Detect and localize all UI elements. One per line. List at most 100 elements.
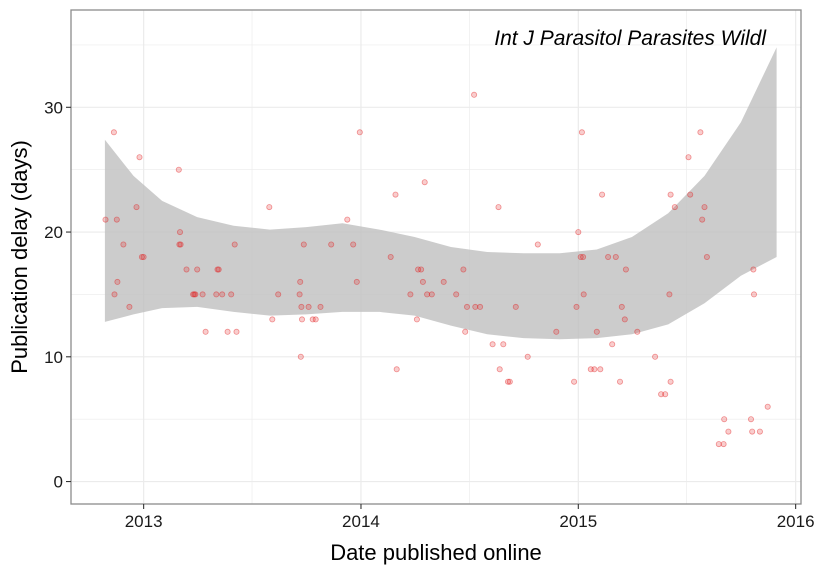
data-point	[317, 303, 324, 310]
data-point	[472, 303, 479, 310]
data-point	[578, 129, 585, 136]
data-point	[617, 378, 624, 385]
data-point	[512, 303, 519, 310]
data-point	[703, 253, 710, 260]
y-tick-label: 20	[44, 223, 63, 242]
data-point	[587, 366, 594, 373]
data-point	[213, 291, 220, 298]
y-tick-label: 10	[44, 348, 63, 367]
data-point	[224, 328, 231, 335]
data-point	[599, 191, 606, 198]
data-point	[428, 291, 435, 298]
data-point	[440, 278, 447, 285]
data-point	[500, 341, 507, 348]
data-point	[725, 428, 732, 435]
data-point	[424, 291, 431, 298]
data-point	[421, 179, 428, 186]
data-point	[266, 204, 273, 211]
axes: 0 10 20 30 2013 2014 2015 2016	[44, 98, 814, 531]
data-point	[111, 291, 118, 298]
data-point	[233, 328, 240, 335]
data-point	[618, 303, 625, 310]
data-point	[413, 316, 420, 323]
data-point	[524, 353, 531, 360]
data-point	[312, 316, 319, 323]
data-point	[460, 266, 467, 273]
data-point	[652, 353, 659, 360]
data-point	[191, 291, 198, 298]
data-point	[110, 129, 117, 136]
data-point	[228, 291, 235, 298]
data-point	[190, 291, 197, 298]
data-point	[298, 316, 305, 323]
data-point	[622, 266, 629, 273]
data-point	[353, 278, 360, 285]
x-tick-label: 2016	[777, 512, 815, 531]
data-point	[471, 91, 478, 98]
data-point	[756, 428, 763, 435]
data-point	[231, 241, 238, 248]
data-point	[296, 291, 303, 298]
data-points	[102, 91, 771, 448]
data-point	[593, 328, 600, 335]
data-point	[577, 253, 584, 260]
data-point	[605, 253, 612, 260]
data-point	[114, 278, 121, 285]
data-point	[407, 291, 414, 298]
data-point	[495, 204, 502, 211]
data-point	[477, 303, 484, 310]
data-point	[751, 291, 758, 298]
data-point	[580, 291, 587, 298]
data-point	[176, 241, 183, 248]
data-point	[671, 204, 678, 211]
y-tick-label: 30	[44, 98, 63, 117]
data-point	[667, 378, 674, 385]
smooth-confidence-band	[104, 47, 777, 340]
data-point	[214, 266, 221, 273]
data-point	[393, 366, 400, 373]
data-point	[275, 291, 282, 298]
data-point	[297, 353, 304, 360]
data-point	[575, 229, 582, 236]
chart-annotation: Int J Parasitol Parasites Wildl	[494, 27, 767, 50]
data-point	[571, 378, 578, 385]
data-point	[634, 328, 641, 335]
data-point	[297, 278, 304, 285]
data-point	[504, 378, 511, 385]
data-point	[126, 303, 133, 310]
data-point	[666, 291, 673, 298]
data-point	[591, 366, 598, 373]
data-point	[136, 154, 143, 161]
data-point	[120, 241, 127, 248]
data-point	[748, 416, 755, 423]
data-point	[720, 441, 727, 448]
data-point	[219, 291, 226, 298]
data-point	[305, 303, 312, 310]
y-tick-label: 0	[54, 473, 63, 492]
data-point	[749, 428, 756, 435]
data-point	[612, 253, 619, 260]
data-point	[113, 216, 120, 223]
data-point	[621, 316, 628, 323]
data-point	[721, 416, 728, 423]
data-point	[667, 191, 674, 198]
data-point	[580, 253, 587, 260]
data-point	[685, 154, 692, 161]
data-point	[202, 328, 209, 335]
data-point	[344, 216, 351, 223]
data-point	[573, 303, 580, 310]
x-tick-label: 2013	[125, 512, 163, 531]
data-point	[701, 204, 708, 211]
confidence-band	[104, 47, 777, 340]
data-point	[496, 366, 503, 373]
data-point	[597, 366, 604, 373]
data-point	[553, 328, 560, 335]
data-point	[387, 253, 394, 260]
data-point	[350, 241, 357, 248]
data-point	[269, 316, 276, 323]
data-point	[750, 266, 757, 273]
data-point	[609, 341, 616, 348]
data-point	[697, 129, 704, 136]
data-point	[506, 378, 513, 385]
